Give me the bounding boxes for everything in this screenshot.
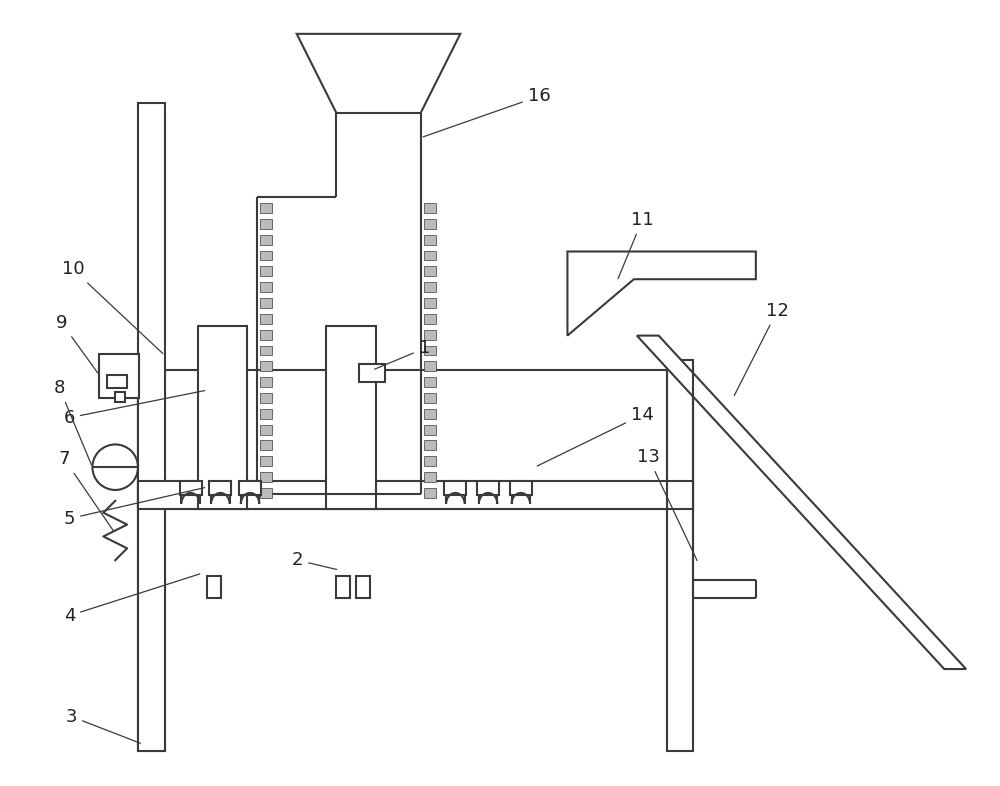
Bar: [107, 375, 127, 388]
Bar: [260, 472, 272, 482]
Bar: [260, 409, 272, 419]
Bar: [138, 481, 693, 509]
Text: 16: 16: [423, 87, 551, 137]
Bar: [424, 346, 436, 355]
Bar: [260, 362, 272, 371]
Text: 2: 2: [292, 551, 337, 570]
Bar: [667, 360, 693, 751]
Bar: [444, 481, 466, 495]
Bar: [260, 298, 272, 308]
Bar: [260, 457, 272, 466]
Bar: [260, 266, 272, 276]
Text: 4: 4: [64, 574, 200, 625]
Bar: [424, 457, 436, 466]
Bar: [260, 440, 272, 450]
Bar: [424, 409, 436, 419]
Text: 5: 5: [64, 487, 205, 527]
Bar: [260, 488, 272, 498]
Bar: [336, 576, 350, 598]
Bar: [424, 393, 436, 403]
Text: 8: 8: [54, 379, 91, 465]
Bar: [424, 472, 436, 482]
Bar: [424, 203, 436, 213]
Text: 3: 3: [66, 707, 140, 744]
Polygon shape: [637, 336, 966, 669]
Bar: [359, 364, 385, 382]
Bar: [209, 481, 231, 495]
Bar: [260, 424, 272, 435]
Bar: [424, 424, 436, 435]
Bar: [260, 251, 272, 260]
Text: 13: 13: [637, 448, 697, 560]
Bar: [260, 329, 272, 340]
Bar: [477, 481, 499, 495]
Bar: [424, 219, 436, 229]
Bar: [260, 203, 272, 213]
Bar: [424, 251, 436, 260]
Bar: [138, 370, 693, 509]
Bar: [424, 235, 436, 244]
Bar: [207, 576, 221, 598]
Text: 6: 6: [64, 391, 205, 427]
Bar: [260, 314, 272, 324]
Bar: [424, 488, 436, 498]
Bar: [424, 282, 436, 292]
Bar: [424, 266, 436, 276]
Polygon shape: [297, 34, 460, 113]
Bar: [260, 235, 272, 244]
Bar: [239, 481, 261, 495]
Bar: [260, 393, 272, 403]
Bar: [260, 377, 272, 387]
Bar: [180, 481, 202, 495]
Bar: [99, 354, 139, 398]
Text: 14: 14: [537, 406, 654, 466]
Bar: [424, 329, 436, 340]
Text: 11: 11: [618, 211, 654, 278]
Bar: [326, 325, 376, 509]
Bar: [424, 440, 436, 450]
Bar: [510, 481, 532, 495]
Bar: [424, 298, 436, 308]
Bar: [356, 576, 370, 598]
Polygon shape: [567, 252, 756, 336]
Bar: [260, 282, 272, 292]
Bar: [198, 325, 247, 509]
Text: 7: 7: [59, 450, 114, 531]
Bar: [138, 103, 165, 751]
Text: 1: 1: [375, 340, 430, 369]
Bar: [424, 377, 436, 387]
Text: 10: 10: [62, 260, 163, 354]
Bar: [138, 370, 165, 751]
Bar: [260, 346, 272, 355]
Bar: [115, 392, 125, 402]
Bar: [260, 219, 272, 229]
Bar: [424, 314, 436, 324]
Bar: [424, 362, 436, 371]
Text: 12: 12: [734, 302, 789, 395]
Text: 9: 9: [56, 314, 98, 373]
